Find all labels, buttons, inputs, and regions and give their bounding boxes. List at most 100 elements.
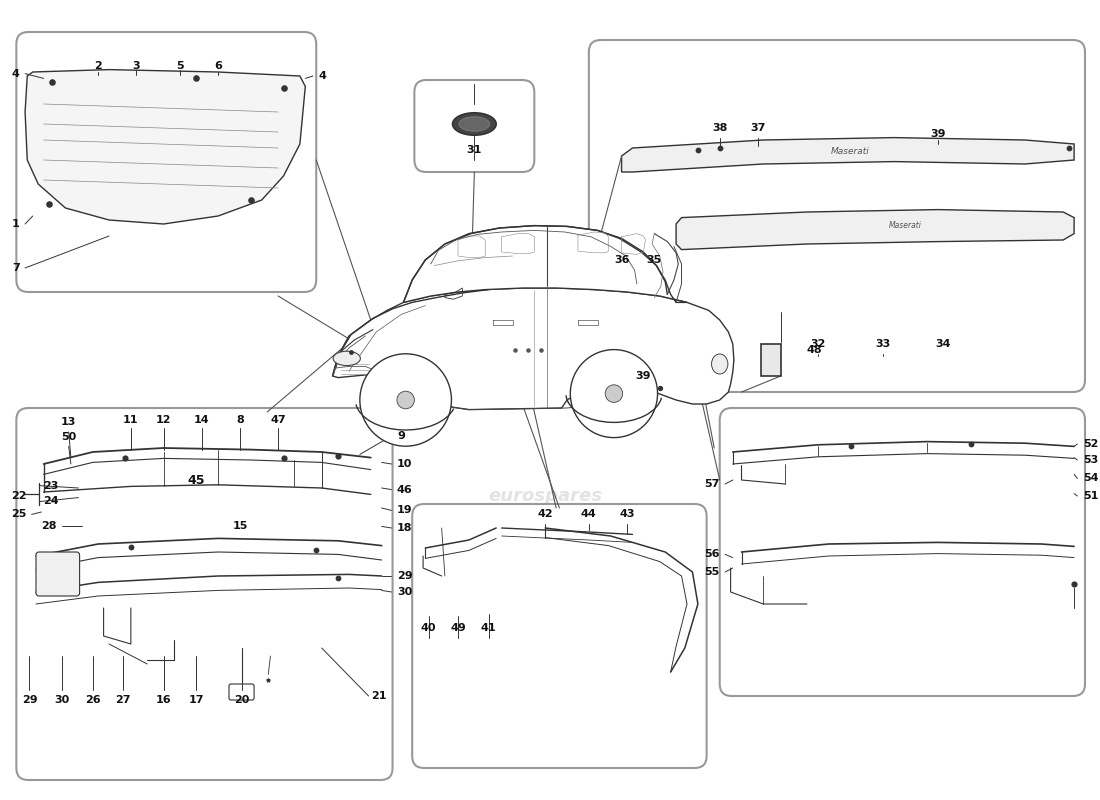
Point	[961, 438, 979, 450]
Point	[117, 451, 134, 464]
Point	[689, 144, 706, 157]
Text: 28: 28	[41, 522, 57, 531]
Point	[342, 346, 360, 358]
Circle shape	[397, 391, 415, 409]
FancyBboxPatch shape	[415, 80, 535, 172]
Text: 4: 4	[12, 69, 20, 78]
Text: 22: 22	[11, 491, 26, 501]
Text: 5: 5	[176, 61, 184, 70]
Text: 54: 54	[1082, 474, 1098, 483]
Point	[1060, 142, 1078, 154]
Text: 19: 19	[397, 506, 412, 515]
Point	[711, 142, 728, 154]
Point	[329, 450, 346, 462]
Text: 57: 57	[704, 479, 719, 489]
Text: 51: 51	[1082, 491, 1098, 501]
Text: 25: 25	[11, 510, 26, 519]
Point	[635, 382, 652, 394]
Text: Maserati: Maserati	[889, 221, 922, 230]
Point	[242, 194, 260, 206]
Text: 17: 17	[188, 695, 204, 705]
Text: eurospares: eurospares	[129, 535, 242, 553]
Text: 15: 15	[232, 521, 248, 530]
Circle shape	[570, 350, 658, 438]
Text: 42: 42	[538, 510, 553, 519]
Text: 56: 56	[704, 550, 719, 559]
Text: 3: 3	[132, 61, 140, 70]
Text: 4: 4	[318, 71, 327, 81]
Point	[506, 344, 524, 357]
Polygon shape	[676, 210, 1074, 250]
Text: 36: 36	[614, 255, 629, 265]
Point	[307, 544, 324, 557]
Text: 26: 26	[85, 695, 100, 705]
Text: 13: 13	[60, 418, 76, 427]
FancyBboxPatch shape	[588, 40, 1085, 392]
Ellipse shape	[333, 351, 361, 366]
Text: 9: 9	[397, 431, 405, 441]
Text: eurospares: eurospares	[488, 487, 602, 505]
Text: 47: 47	[271, 415, 286, 425]
Polygon shape	[621, 138, 1074, 172]
Text: 41: 41	[481, 623, 496, 633]
Text: 39: 39	[636, 371, 651, 381]
Text: 18: 18	[397, 523, 412, 533]
Text: 24: 24	[44, 496, 59, 506]
Ellipse shape	[452, 113, 496, 135]
Text: 29: 29	[397, 571, 412, 581]
Point	[329, 572, 346, 585]
Text: 30: 30	[55, 695, 69, 705]
Text: 32: 32	[811, 339, 825, 349]
Point	[187, 72, 205, 85]
FancyBboxPatch shape	[761, 344, 781, 376]
Point	[275, 82, 293, 94]
Text: 11: 11	[123, 415, 139, 425]
Text: 2: 2	[95, 61, 102, 70]
Text: 27: 27	[116, 695, 131, 705]
FancyBboxPatch shape	[412, 504, 706, 768]
Text: 12: 12	[156, 415, 172, 425]
Text: 10: 10	[397, 459, 412, 469]
Text: 53: 53	[1082, 455, 1098, 465]
Text: 30: 30	[397, 587, 412, 597]
Text: 55: 55	[704, 567, 719, 577]
Point	[275, 452, 293, 465]
Text: 34: 34	[935, 339, 952, 349]
Text: 7: 7	[12, 263, 20, 273]
Text: 33: 33	[876, 339, 891, 349]
Text: eurospares: eurospares	[772, 551, 886, 569]
Text: 44: 44	[581, 510, 596, 519]
Text: 23: 23	[44, 482, 59, 491]
Text: 40: 40	[421, 623, 437, 633]
Point	[260, 674, 277, 686]
Point	[122, 541, 140, 554]
Text: 39: 39	[931, 130, 946, 139]
Point	[651, 382, 669, 394]
Text: 37: 37	[750, 123, 766, 133]
Ellipse shape	[459, 117, 490, 131]
Polygon shape	[332, 288, 734, 410]
Circle shape	[605, 385, 623, 402]
Text: 45: 45	[187, 474, 205, 486]
Point	[1065, 578, 1082, 590]
Point	[842, 440, 859, 453]
Circle shape	[360, 354, 451, 446]
Ellipse shape	[712, 354, 728, 374]
Text: 8: 8	[236, 415, 244, 425]
Text: Maserati: Maserati	[832, 147, 870, 157]
Text: eurospares: eurospares	[161, 143, 275, 161]
Polygon shape	[404, 226, 688, 302]
Text: 48: 48	[807, 346, 823, 355]
FancyBboxPatch shape	[719, 408, 1085, 696]
Text: 29: 29	[22, 695, 37, 705]
Text: 6: 6	[214, 61, 222, 70]
Text: 20: 20	[234, 695, 250, 705]
Point	[519, 344, 537, 357]
Text: 50: 50	[62, 432, 76, 442]
FancyBboxPatch shape	[36, 552, 79, 596]
Text: 46: 46	[397, 485, 412, 494]
Point	[44, 76, 62, 89]
FancyBboxPatch shape	[16, 408, 393, 780]
Text: 35: 35	[647, 255, 662, 265]
Text: 16: 16	[156, 695, 172, 705]
